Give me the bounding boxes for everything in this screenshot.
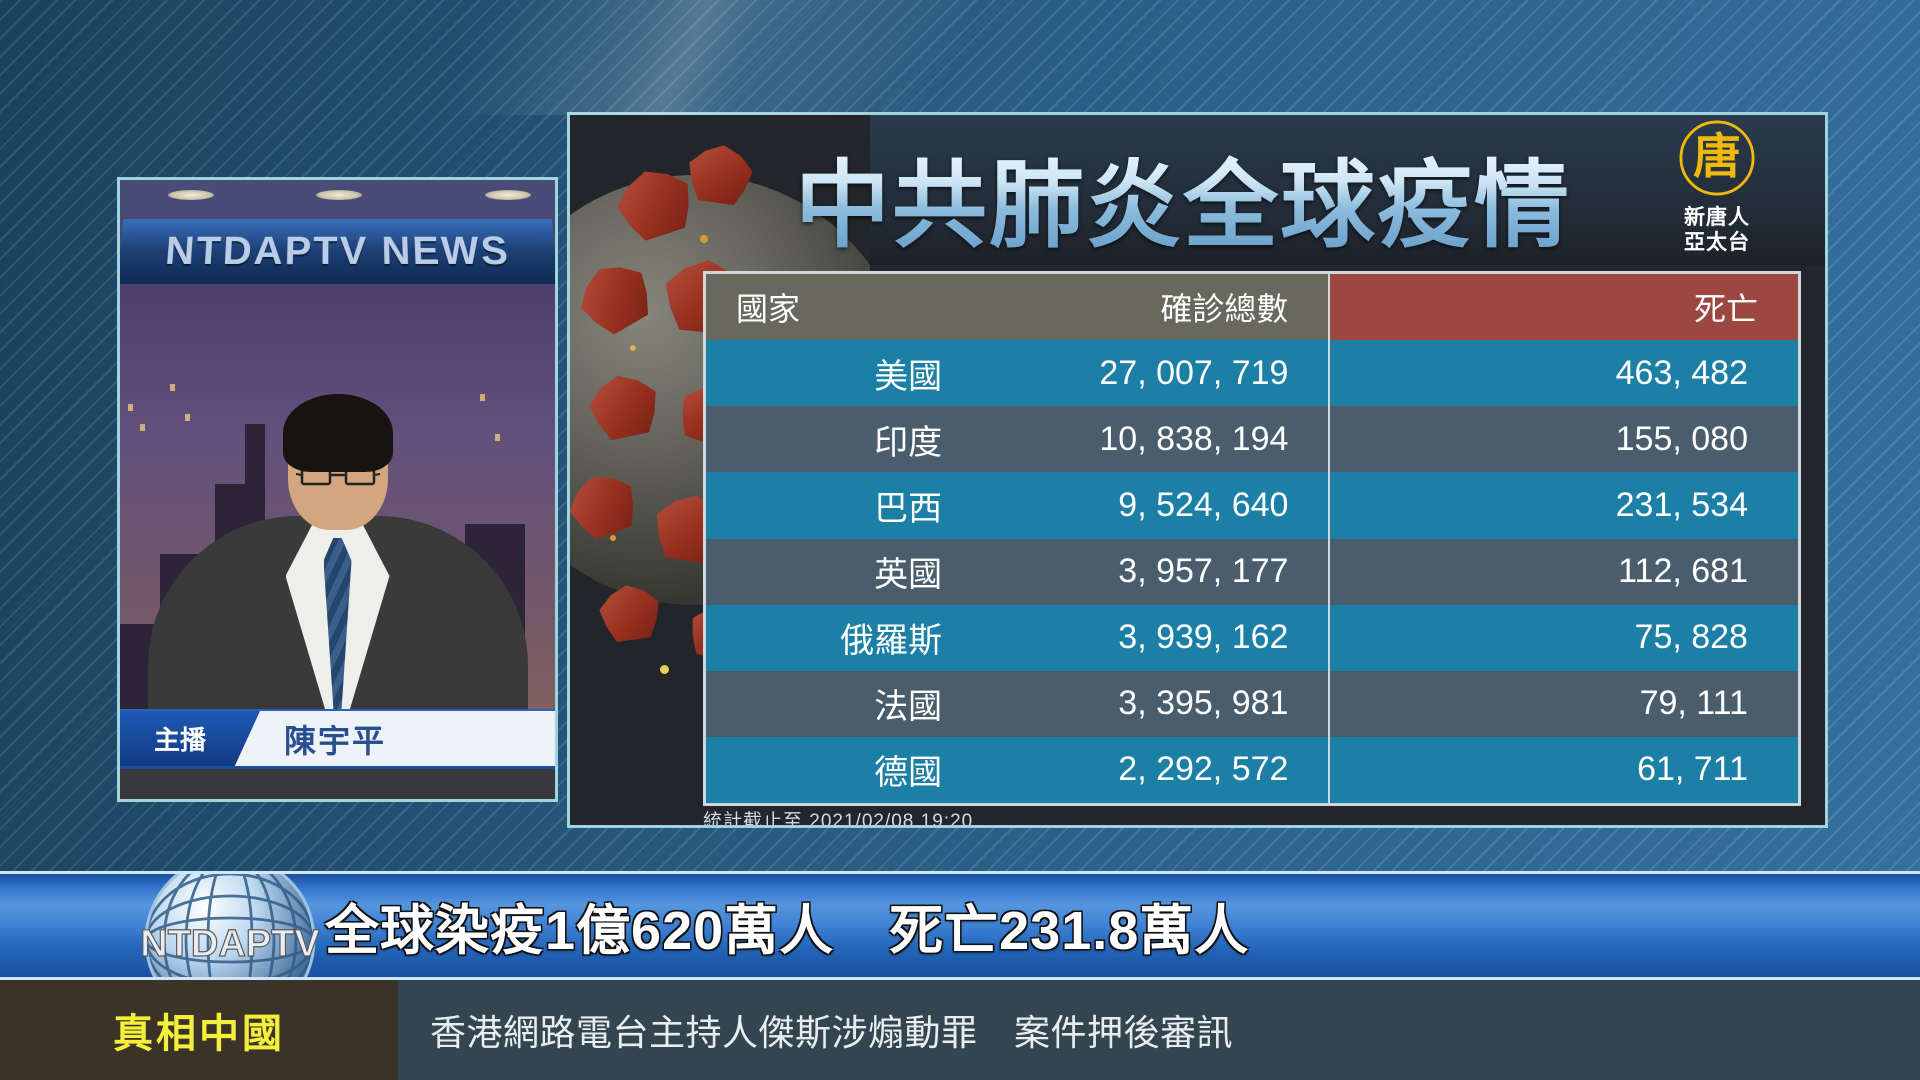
svg-text:NTDAPTV: NTDAPTV xyxy=(140,923,320,965)
svg-text:唐: 唐 xyxy=(1693,130,1741,184)
